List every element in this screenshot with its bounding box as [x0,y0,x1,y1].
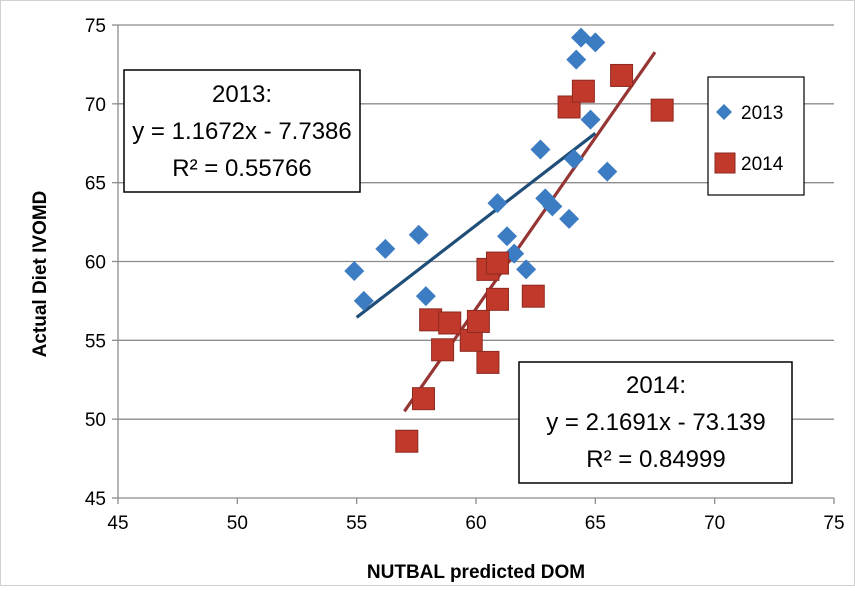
point-2014 [610,63,634,87]
point-2014 [466,309,490,333]
point-2014 [650,98,674,122]
legend-label-2013: 2013 [741,103,783,124]
trendline-2013 [355,132,597,319]
point-2013 [530,139,551,160]
annotation-2014: 2014: y = 2.1691x - 73.139 R² = 0.84999 [518,361,793,484]
x-tick-label: 75 [823,513,844,534]
legend: 2013 2014 [707,76,805,196]
x-tick-label: 45 [107,513,128,534]
point-2013 [563,149,584,170]
annotation-2014-r2: R² = 0.84999 [586,446,725,473]
point-2013 [344,260,365,281]
point-2013 [497,226,518,247]
y-tick-label: 70 [85,95,106,116]
annotation-2014-box [518,361,793,484]
point-2013 [566,49,587,70]
legend-marker-2014 [714,152,736,174]
data-points [344,27,674,453]
annotation-2014-equation: y = 2.1691x - 73.139 [546,409,766,436]
y-tick-label: 50 [85,410,106,431]
legend-label-2014: 2014 [741,154,784,175]
x-tick-label: 55 [346,513,367,534]
axes: 45 50 55 60 65 70 75 45 50 55 60 65 70 75 [85,16,845,534]
point-2014 [438,311,462,335]
y-tick-label: 65 [85,174,106,195]
x-axis-label: NUTBAL predicted DOM [367,562,585,583]
point-2013 [415,286,436,307]
y-tick-label: 45 [85,489,106,510]
annotation-2014-year: 2014: [626,372,686,399]
x-tick-label: 65 [585,513,606,534]
x-tick-label: 50 [227,513,248,534]
point-2013 [516,259,537,280]
annotation-2013-r2: R² = 0.55766 [172,155,311,182]
legend-box [707,76,805,196]
point-2014 [485,251,509,275]
point-2013 [375,238,396,259]
point-2014 [521,284,545,308]
point-2013 [580,109,601,130]
point-2014 [571,79,595,103]
y-tick-label: 75 [85,16,106,37]
y-tick-label: 55 [85,331,106,352]
point-2013 [408,224,429,245]
point-2013 [353,290,374,311]
point-2014 [485,287,509,311]
point-2013 [504,243,525,264]
point-2014 [476,350,500,374]
point-2013 [542,196,563,217]
annotation-2013: 2013: y = 1.1672x - 7.7386 R² = 0.55766 [123,69,361,193]
point-2014 [395,429,419,453]
y-axis-label: Actual Diet IVOMD [30,191,51,358]
x-tick-label: 70 [704,513,725,534]
x-tick-label: 60 [465,513,486,534]
annotation-2013-year: 2013: [212,81,272,108]
y-tick-label: 60 [85,253,106,274]
legend-marker-2013 [716,104,732,120]
annotation-2013-equation: y = 1.1672x - 7.7386 [132,118,352,145]
point-2013 [559,208,580,229]
point-2013 [585,32,606,53]
point-2013 [487,193,508,214]
point-2013 [597,161,618,182]
annotation-2013-box [123,69,361,193]
point-2014 [431,338,455,362]
point-2014 [411,387,435,411]
